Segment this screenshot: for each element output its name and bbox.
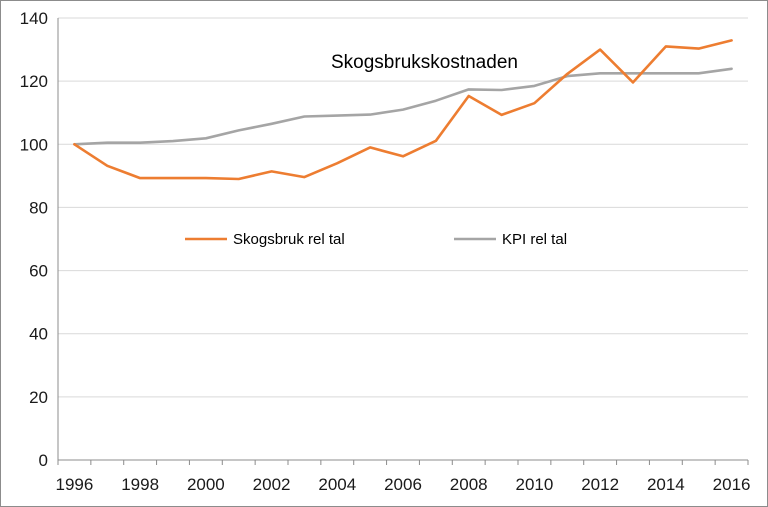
legend: Skogsbruk rel tal KPI rel tal xyxy=(185,231,567,248)
x-tick-label: 1998 xyxy=(121,475,159,494)
y-tick-label: 0 xyxy=(39,451,48,470)
x-tick-label: 2002 xyxy=(253,475,291,494)
series-lines xyxy=(73,39,733,181)
x-tick-label: 2014 xyxy=(647,475,685,494)
x-tick-label: 2010 xyxy=(516,475,554,494)
x-tick-label: 2008 xyxy=(450,475,488,494)
gridlines xyxy=(58,17,748,398)
x-tick-label: 2006 xyxy=(384,475,422,494)
series-line-skogsbruk xyxy=(73,39,733,181)
axes: 0 20 40 60 80 100 120 140 1996 1998 2000 2002 2004 20… xyxy=(20,9,751,494)
legend-label: KPI rel tal xyxy=(502,231,567,248)
legend-label: Skogsbruk rel tal xyxy=(233,231,345,248)
y-tick-label: 140 xyxy=(20,9,48,28)
x-tick-label: 1996 xyxy=(56,475,94,494)
y-tick-label: 40 xyxy=(29,325,48,344)
x-tick-label: 2004 xyxy=(318,475,356,494)
y-tick-label: 20 xyxy=(29,388,48,407)
y-tick-label: 60 xyxy=(29,262,48,281)
chart-title: Skogsbrukskostnaden xyxy=(331,52,518,73)
x-tick-label: 2016 xyxy=(713,475,751,494)
y-tick-label: 80 xyxy=(29,198,48,217)
x-tick-label: 2012 xyxy=(581,475,619,494)
y-tick-label: 100 xyxy=(20,135,48,154)
x-tick-label: 2000 xyxy=(187,475,225,494)
y-tick-label: 120 xyxy=(20,72,48,91)
series-line-kpi xyxy=(73,67,733,146)
